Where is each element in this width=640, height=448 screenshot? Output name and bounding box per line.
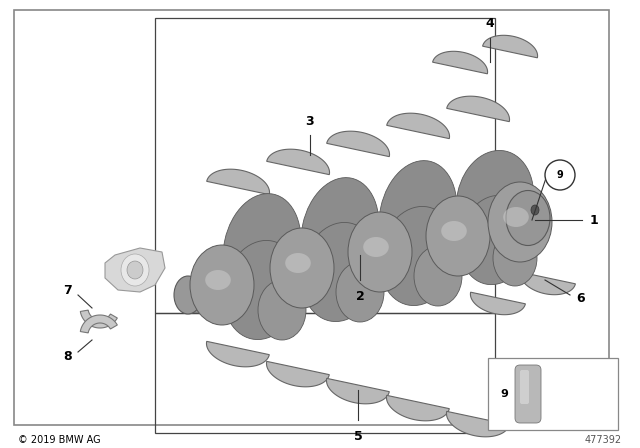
Ellipse shape: [503, 207, 529, 227]
FancyBboxPatch shape: [185, 277, 226, 313]
Ellipse shape: [301, 223, 379, 322]
Polygon shape: [80, 310, 117, 328]
Ellipse shape: [301, 177, 379, 286]
Ellipse shape: [506, 190, 550, 246]
Ellipse shape: [493, 230, 537, 286]
Polygon shape: [207, 341, 269, 367]
Ellipse shape: [364, 237, 389, 257]
Ellipse shape: [223, 241, 301, 340]
Polygon shape: [433, 52, 488, 74]
FancyBboxPatch shape: [520, 370, 529, 404]
Text: 3: 3: [306, 115, 314, 128]
Ellipse shape: [285, 253, 311, 273]
Ellipse shape: [456, 151, 534, 250]
Text: 4: 4: [486, 17, 494, 30]
Polygon shape: [267, 149, 330, 175]
Polygon shape: [447, 96, 509, 122]
Polygon shape: [326, 379, 389, 404]
Text: 6: 6: [576, 292, 584, 305]
Polygon shape: [326, 131, 390, 157]
Ellipse shape: [336, 262, 384, 322]
Text: © 2019 BMW AG: © 2019 BMW AG: [18, 435, 100, 445]
Polygon shape: [470, 292, 525, 314]
Ellipse shape: [414, 246, 462, 306]
Ellipse shape: [223, 194, 301, 302]
Ellipse shape: [488, 182, 552, 262]
Ellipse shape: [460, 195, 531, 284]
Polygon shape: [266, 362, 330, 387]
Polygon shape: [483, 35, 538, 58]
Text: 5: 5: [354, 430, 362, 443]
Ellipse shape: [190, 245, 254, 325]
Ellipse shape: [348, 212, 412, 292]
Circle shape: [545, 160, 575, 190]
Text: 2: 2: [356, 290, 364, 303]
Polygon shape: [105, 248, 165, 292]
Ellipse shape: [121, 254, 149, 286]
FancyBboxPatch shape: [488, 358, 618, 430]
Ellipse shape: [205, 270, 231, 290]
Ellipse shape: [379, 161, 457, 269]
Ellipse shape: [380, 207, 456, 306]
Polygon shape: [207, 169, 269, 194]
FancyBboxPatch shape: [515, 365, 541, 423]
Polygon shape: [520, 272, 575, 295]
Polygon shape: [387, 113, 449, 138]
Polygon shape: [387, 395, 449, 421]
Ellipse shape: [174, 276, 202, 314]
Polygon shape: [80, 315, 117, 333]
Text: 1: 1: [590, 214, 599, 227]
Text: 9: 9: [557, 170, 563, 180]
Ellipse shape: [426, 196, 490, 276]
Text: 7: 7: [63, 284, 72, 297]
Ellipse shape: [531, 205, 539, 215]
Ellipse shape: [441, 221, 467, 241]
Ellipse shape: [270, 228, 334, 308]
Polygon shape: [447, 411, 509, 437]
Ellipse shape: [127, 261, 143, 279]
Text: 477392: 477392: [585, 435, 622, 445]
Text: 9: 9: [500, 389, 508, 399]
FancyBboxPatch shape: [14, 10, 609, 425]
Ellipse shape: [258, 280, 306, 340]
Text: 8: 8: [63, 349, 72, 362]
